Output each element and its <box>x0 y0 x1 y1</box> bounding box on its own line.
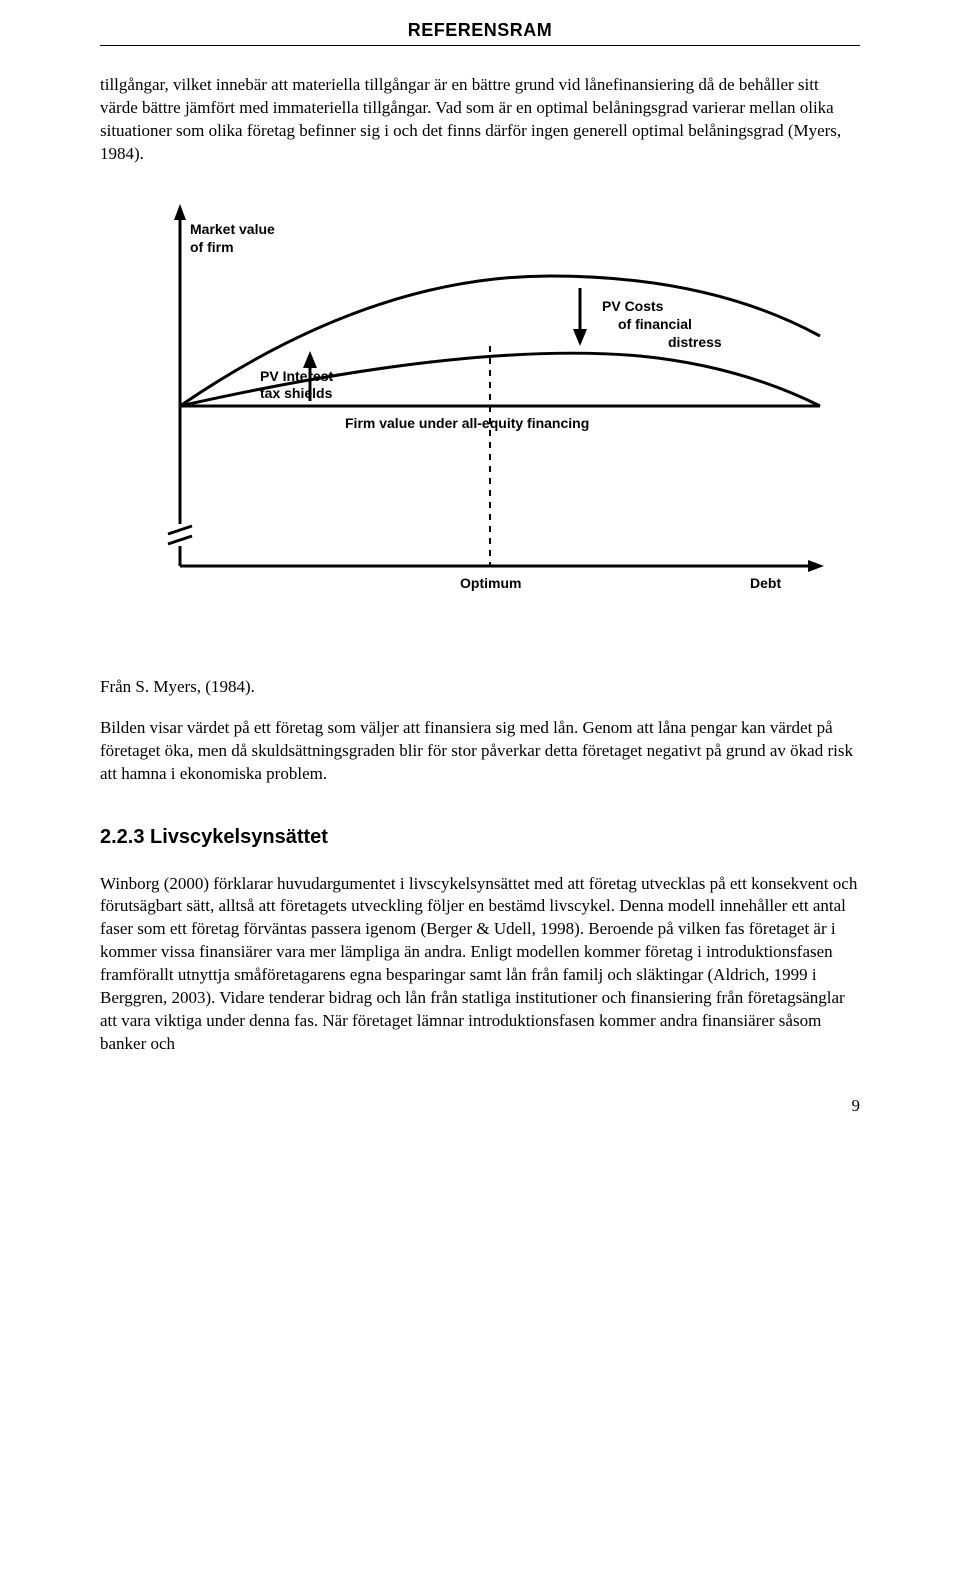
x-axis-arrow <box>808 560 824 572</box>
optimum-label: Optimum <box>460 575 521 591</box>
axis-break-1 <box>168 536 192 544</box>
pv-interest-2: tax shields <box>260 385 333 401</box>
pv-costs-2: of financial <box>618 316 692 332</box>
y-label-1: Market value <box>190 221 275 237</box>
pv-costs-1: PV Costs <box>602 298 664 314</box>
chart-svg: Market value of firm PV Interest tax shi… <box>120 196 840 626</box>
pv-interest-1: PV Interest <box>260 368 333 384</box>
section-heading-223: 2.2.3 Livscykelsynsättet <box>100 826 860 849</box>
pv-interest-arrowhead <box>303 351 317 368</box>
section-header: REFERENSRAM <box>100 20 860 41</box>
paragraph-3: Winborg (2000) förklarar huvudargumentet… <box>100 873 860 1057</box>
firm-value-chart: Market value of firm PV Interest tax shi… <box>100 196 860 626</box>
debt-label: Debt <box>750 575 781 591</box>
y-axis-arrow <box>174 204 186 220</box>
page-number: 9 <box>100 1096 860 1116</box>
baseline-label: Firm value under all-equity financing <box>345 415 589 431</box>
figure-caption: Från S. Myers, (1984). <box>100 676 860 699</box>
paragraph-1: tillgångar, vilket innebär att materiell… <box>100 74 860 166</box>
pv-costs-3: distress <box>668 334 722 350</box>
y-label-2: of firm <box>190 239 234 255</box>
axis-break-2 <box>168 526 192 534</box>
paragraph-2: Bilden visar värdet på ett företag som v… <box>100 717 860 786</box>
pv-costs-arrowhead <box>573 329 587 346</box>
header-divider <box>100 45 860 46</box>
